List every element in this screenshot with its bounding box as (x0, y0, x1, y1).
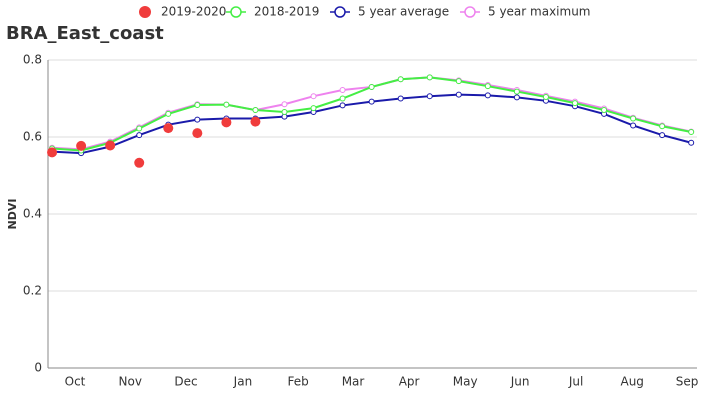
y-tick-label: 0.6 (23, 130, 42, 144)
point (221, 117, 232, 128)
point (484, 83, 491, 90)
chart-title: BRA_East_coast (6, 23, 164, 44)
point (47, 147, 58, 158)
point (281, 101, 288, 108)
y-tick-label: 0.8 (23, 53, 42, 67)
x-tick-label: Apr (399, 375, 420, 389)
legend-label: 5 year maximum (488, 5, 591, 19)
point (601, 107, 608, 114)
y-tick-label: 0.2 (23, 284, 42, 298)
point (134, 157, 145, 168)
legend-label: 2019-2020 (161, 5, 226, 19)
point (105, 140, 116, 151)
point (194, 102, 201, 109)
x-tick-label: Jan (233, 375, 253, 389)
y-tick-label: 0.4 (23, 207, 42, 221)
point (659, 132, 666, 139)
point (192, 128, 203, 139)
legend-marker (334, 6, 346, 18)
point (310, 105, 317, 112)
y-axis-label: NDVI (6, 199, 19, 230)
point (397, 76, 404, 83)
point (426, 74, 433, 81)
point (426, 93, 433, 100)
point (368, 83, 375, 90)
point (688, 128, 695, 135)
point (513, 94, 520, 101)
point (165, 110, 172, 117)
legend-label: 2018-2019 (254, 5, 319, 19)
point (339, 87, 346, 94)
x-tick-label: Oct (65, 375, 86, 389)
point (310, 93, 317, 100)
x-tick-label: Mar (342, 375, 365, 389)
x-tick-label: Jun (510, 375, 530, 389)
point (571, 100, 578, 107)
point (223, 101, 230, 108)
point (484, 92, 491, 99)
x-tick-label: Aug (620, 375, 643, 389)
point (455, 78, 462, 85)
point (688, 139, 695, 146)
point (368, 98, 375, 105)
point (397, 95, 404, 102)
point (630, 122, 637, 129)
legend-marker (464, 6, 476, 18)
x-tick-label: Sep (676, 375, 699, 389)
point (194, 116, 201, 123)
point (513, 88, 520, 95)
legend-label: 5 year average (358, 5, 449, 19)
point (281, 108, 288, 115)
x-tick-label: Feb (288, 375, 309, 389)
point (339, 95, 346, 102)
point (455, 91, 462, 98)
y-tick-label: 0 (34, 361, 42, 375)
point (76, 140, 87, 151)
point (630, 115, 637, 122)
legend-marker (139, 6, 151, 18)
x-tick-label: May (453, 375, 478, 389)
x-tick-label: Dec (174, 375, 197, 389)
point (339, 102, 346, 109)
point (136, 132, 143, 139)
x-tick-label: Jul (568, 375, 583, 389)
point (250, 116, 261, 127)
point (136, 125, 143, 132)
legend-marker (230, 6, 242, 18)
point (252, 107, 259, 114)
point (659, 123, 666, 130)
point (542, 93, 549, 100)
point (163, 123, 174, 134)
x-tick-label: Nov (119, 375, 142, 389)
